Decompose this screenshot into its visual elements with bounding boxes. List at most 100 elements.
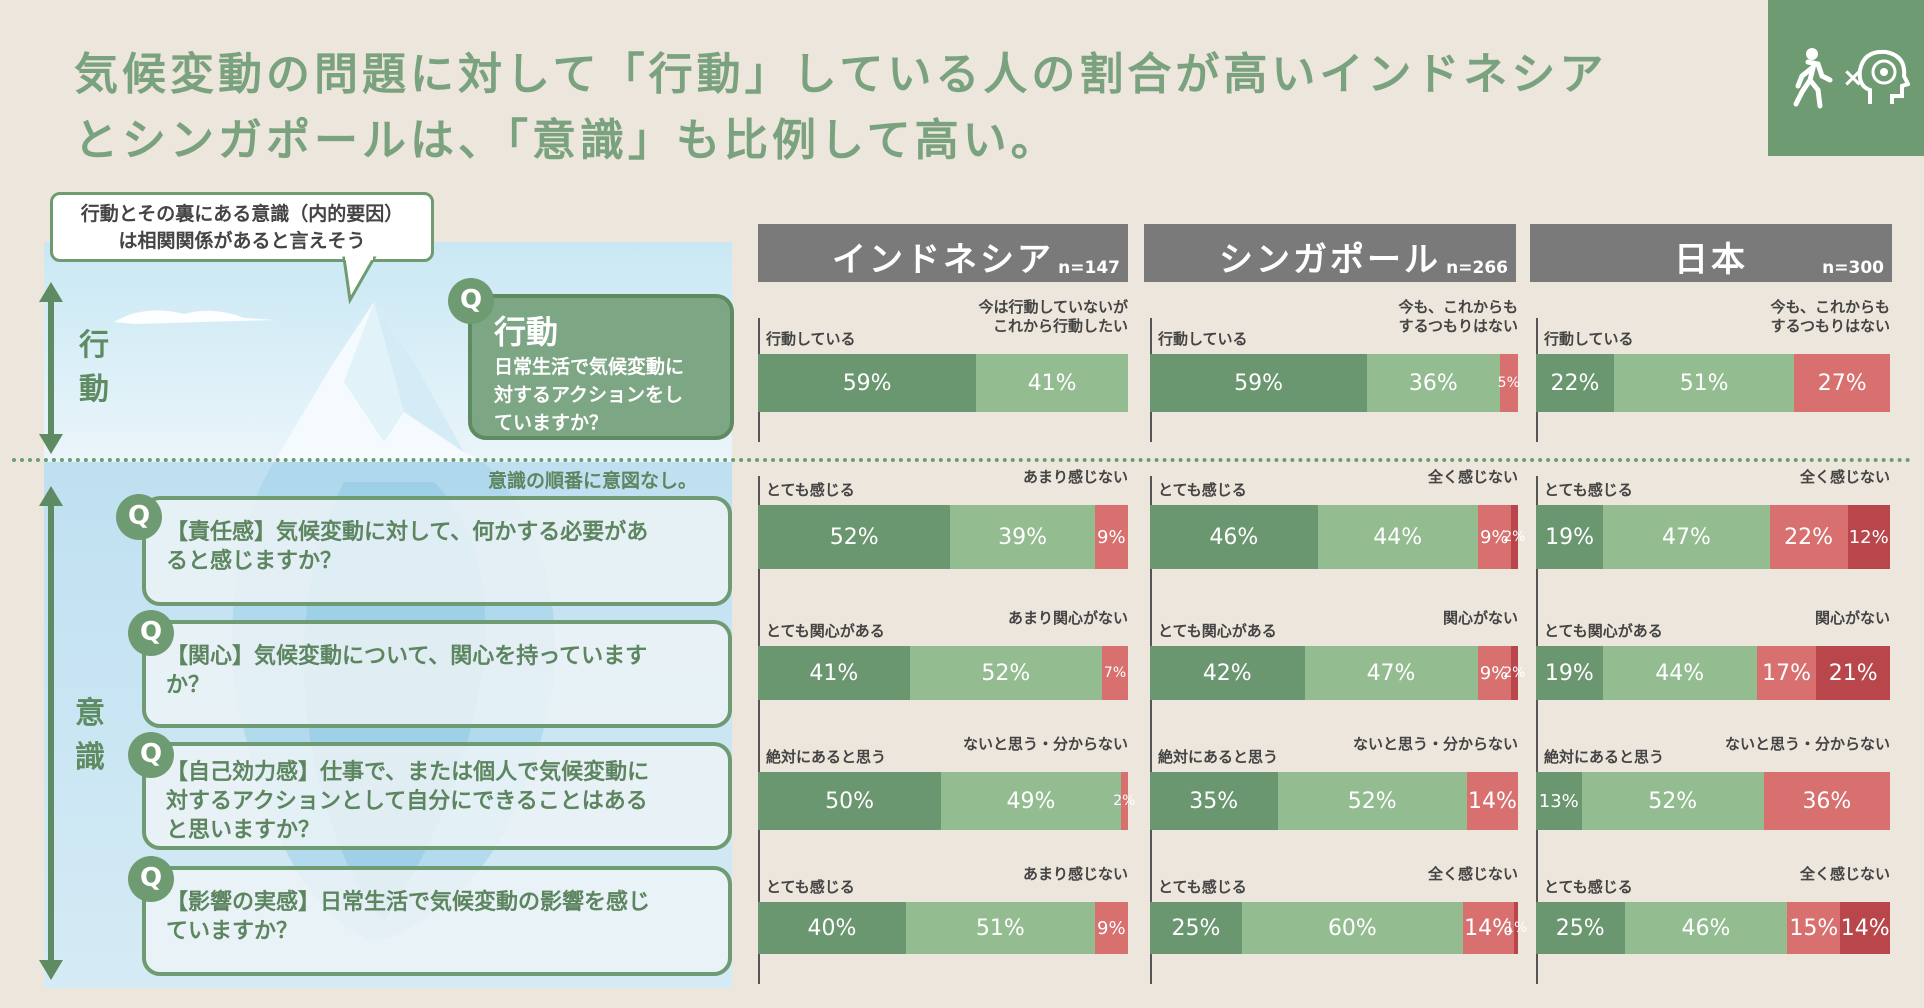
- walking-person-x-brain-icon: ×: [1793, 48, 1910, 109]
- action-question-heading: 行動: [494, 313, 559, 351]
- right-label-responsibility-indonesia: あまり感じない: [1022, 468, 1128, 486]
- action-question-line-3: ていますか？: [494, 412, 609, 434]
- right-label-action-singapore: 今も、これからも するつもりはない: [1398, 298, 1518, 335]
- bar-segment: 25%: [1536, 902, 1625, 954]
- bar-segment: 51%: [906, 902, 1095, 954]
- right-label-impact-singapore: 全く感じない: [1427, 865, 1518, 883]
- panel-axis-lower-singapore: [1150, 476, 1152, 984]
- stacked-bar-impact-singapore: 25% 60% 14% 1%: [1150, 902, 1527, 954]
- left-label-impact-singapore: とても感じる: [1158, 878, 1247, 896]
- left-label-responsibility-japan: とても感じる: [1544, 481, 1633, 499]
- bar-segment: 49%: [941, 772, 1121, 830]
- bar-segment: 47%: [1603, 505, 1770, 569]
- stacked-bar-responsibility-japan: 19% 47% 22% 12%: [1536, 505, 1890, 569]
- right-label-efficacy-japan: ないと思う・分からない: [1724, 735, 1890, 753]
- stacked-bar-interest-singapore: 42% 47% 9% 2%: [1150, 646, 1525, 700]
- action-question-box: 行動 日常生活で気候変動に 対するアクションをし ていますか？: [468, 294, 734, 440]
- bar-segment: 51%: [1613, 354, 1795, 412]
- left-label-efficacy-japan: 絶対にあると思う: [1544, 748, 1665, 766]
- stacked-bar-responsibility-indonesia: 52% 39% 9%: [758, 505, 1128, 569]
- brand-badge: ×: [1768, 0, 1924, 156]
- left-label-impact-indonesia: とても感じる: [766, 878, 855, 896]
- bar-segment: 41%: [758, 646, 910, 700]
- right-label-efficacy-singapore: ないと思う・分からない: [1352, 735, 1518, 753]
- question-interest-line-2: か？: [166, 673, 211, 698]
- bar-segment: 1%: [1505, 902, 1527, 954]
- title-line-1: 気候変動の問題に対して「行動」している人の割合が高いインドネシア: [74, 49, 1608, 100]
- bar-segment: 14%: [1840, 902, 1890, 954]
- right-label-efficacy-indonesia: ないと思う・分からない: [962, 735, 1128, 753]
- bar-segment: 59%: [1150, 354, 1368, 412]
- left-label-interest-singapore: とても関心がある: [1158, 622, 1277, 640]
- stacked-bar-interest-indonesia: 41% 52% 7%: [758, 646, 1128, 700]
- sample-size: n=266: [1446, 258, 1508, 278]
- right-label-action-indonesia: 今は行動していないが これから行動したい: [978, 298, 1128, 335]
- question-impact: 【影響の実感】日常生活で気候変動の影響を感じ ていますか？: [142, 866, 732, 976]
- question-efficacy-line-3: と思いますか？: [166, 818, 321, 843]
- question-interest: 【関心】気候変動について、関心を持っています か？: [142, 620, 732, 728]
- stacked-bar-interest-japan: 19% 44% 17% 21%: [1536, 646, 1890, 700]
- bar-segment: 2%: [1503, 646, 1525, 700]
- bar-segment: 17%: [1756, 646, 1817, 700]
- bar-segment: 14%: [1462, 902, 1515, 954]
- left-label-responsibility-singapore: とても感じる: [1158, 481, 1247, 499]
- awareness-side-label: 意識: [75, 696, 105, 775]
- bar-segment: 22%: [1769, 505, 1848, 569]
- action-side-label: 行動: [79, 328, 109, 407]
- bar-segment: 9%: [1094, 505, 1128, 569]
- callout-line-1: 行動とその裏にある意識（内的要因）: [80, 203, 404, 225]
- country-name: シンガポール: [1219, 240, 1441, 280]
- country-header-indonesia: インドネシア n=147: [758, 224, 1128, 282]
- right-label-impact-indonesia: あまり感じない: [1022, 865, 1128, 883]
- bar-segment: 46%: [1150, 505, 1318, 569]
- bar-segment: 36%: [1763, 772, 1890, 830]
- action-question-line-2: 対するアクションをし: [494, 384, 684, 406]
- bar-segment: 9%: [1477, 646, 1511, 700]
- bar-segment: 44%: [1317, 505, 1478, 569]
- bar-segment: 9%: [1094, 902, 1128, 954]
- right-label-impact-japan: 全く感じない: [1799, 865, 1890, 883]
- country-name: インドネシア: [832, 240, 1054, 280]
- insight-callout: 行動とその裏にある意識（内的要因） は相関関係があると言えそう: [50, 192, 434, 262]
- bar-segment: 36%: [1367, 354, 1500, 412]
- left-label-impact-japan: とても感じる: [1544, 878, 1633, 896]
- question-badge-impact: Q: [128, 856, 174, 902]
- question-efficacy-line-2: 対するアクションとして自分にできることはある: [166, 789, 648, 814]
- left-label-efficacy-indonesia: 絶対にあると思う: [766, 748, 887, 766]
- right-label-responsibility-singapore: 全く感じない: [1427, 468, 1518, 486]
- left-label-interest-indonesia: とても関心がある: [766, 622, 885, 640]
- stacked-bar-efficacy-indonesia: 50% 49% 2%: [758, 772, 1135, 830]
- stacked-bar-impact-indonesia: 40% 51% 9%: [758, 902, 1128, 954]
- bar-segment: 7%: [1102, 646, 1128, 700]
- order-note: 意識の順番に意図なし。: [488, 470, 698, 492]
- bar-segment: 13%: [1536, 772, 1582, 830]
- bar-segment: 40%: [758, 902, 906, 954]
- stacked-bar-action-japan: 22% 51% 27%: [1536, 354, 1890, 412]
- waterline-divider: [12, 458, 1912, 462]
- bar-segment: 42%: [1150, 646, 1305, 700]
- left-label-interest-japan: とても関心がある: [1544, 622, 1663, 640]
- bar-segment: 52%: [758, 505, 951, 569]
- country-name: 日本: [1674, 240, 1748, 280]
- question-badge-responsibility: Q: [116, 494, 162, 540]
- left-label-efficacy-singapore: 絶対にあると思う: [1158, 748, 1279, 766]
- question-badge-interest: Q: [128, 610, 174, 656]
- left-label-responsibility-indonesia: とても感じる: [766, 481, 855, 499]
- bar-segment: 41%: [976, 354, 1128, 412]
- bar-segment: 5%: [1498, 354, 1520, 412]
- bar-segment: 52%: [1581, 772, 1764, 830]
- left-label-action-singapore: 行動している: [1158, 330, 1248, 348]
- bar-segment: 46%: [1624, 902, 1788, 954]
- bar-segment: 59%: [758, 354, 977, 412]
- bar-segment: 25%: [1150, 902, 1242, 954]
- question-impact-line-1: 【影響の実感】日常生活で気候変動の影響を感じ: [166, 890, 651, 915]
- action-question-line-1: 日常生活で気候変動に: [494, 356, 685, 378]
- right-label-interest-indonesia: あまり関心がない: [1007, 609, 1128, 627]
- bar-segment: 47%: [1304, 646, 1478, 700]
- bar-segment: 19%: [1536, 505, 1604, 569]
- panel-axis-lower-japan: [1536, 476, 1538, 984]
- bar-segment: 2%: [1503, 505, 1525, 569]
- question-interest-line-1: 【関心】気候変動について、関心を持っています: [166, 644, 648, 669]
- right-label-interest-singapore: 関心がない: [1442, 609, 1518, 627]
- sample-size: n=147: [1058, 258, 1120, 278]
